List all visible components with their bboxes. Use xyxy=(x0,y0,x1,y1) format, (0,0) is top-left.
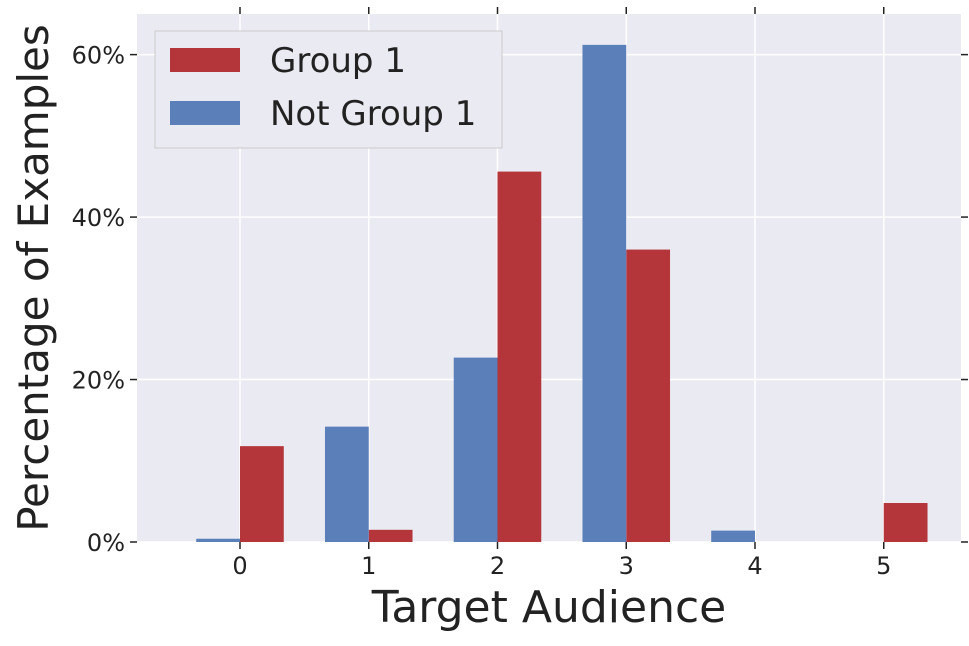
legend-label: Not Group 1 xyxy=(270,94,476,134)
x-tick-label: 2 xyxy=(490,552,505,580)
legend-swatch xyxy=(170,48,240,72)
bar-not-group-1-3 xyxy=(582,44,627,543)
y-tick-label: 20% xyxy=(72,367,125,395)
y-axis-title: Percentage of Examples xyxy=(9,24,58,532)
legend-swatch xyxy=(170,101,240,125)
bar-not-group-1-0 xyxy=(196,538,240,542)
bar-group-1-2 xyxy=(497,171,542,542)
tick-labels: 0% 20% 40% 60% 0 1 2 3 4 5 xyxy=(72,42,892,580)
y-tick-label: 0% xyxy=(87,529,125,557)
x-tick-label: 0 xyxy=(232,552,247,580)
bar-not-group-1-4 xyxy=(711,530,755,542)
x-tick-label: 4 xyxy=(747,552,762,580)
y-tick-label: 60% xyxy=(72,42,125,70)
x-tick-label: 5 xyxy=(876,552,891,580)
ticks xyxy=(130,7,968,549)
bars xyxy=(196,44,928,543)
legend: Group 1 Not Group 1 xyxy=(154,30,503,149)
y-tick-label: 40% xyxy=(72,204,125,232)
x-axis-title: Target Audience xyxy=(371,582,726,633)
bar-group-1-1 xyxy=(368,529,413,542)
x-tick-label: 3 xyxy=(619,552,634,580)
bar-group-1-0 xyxy=(240,446,284,542)
x-tick-label: 1 xyxy=(361,552,376,580)
legend-label: Group 1 xyxy=(270,41,406,81)
bar-not-group-1-2 xyxy=(453,357,498,542)
bar-group-1-5 xyxy=(883,503,928,542)
bar-group-1-3 xyxy=(626,249,671,543)
bar-not-group-1-1 xyxy=(324,426,369,542)
